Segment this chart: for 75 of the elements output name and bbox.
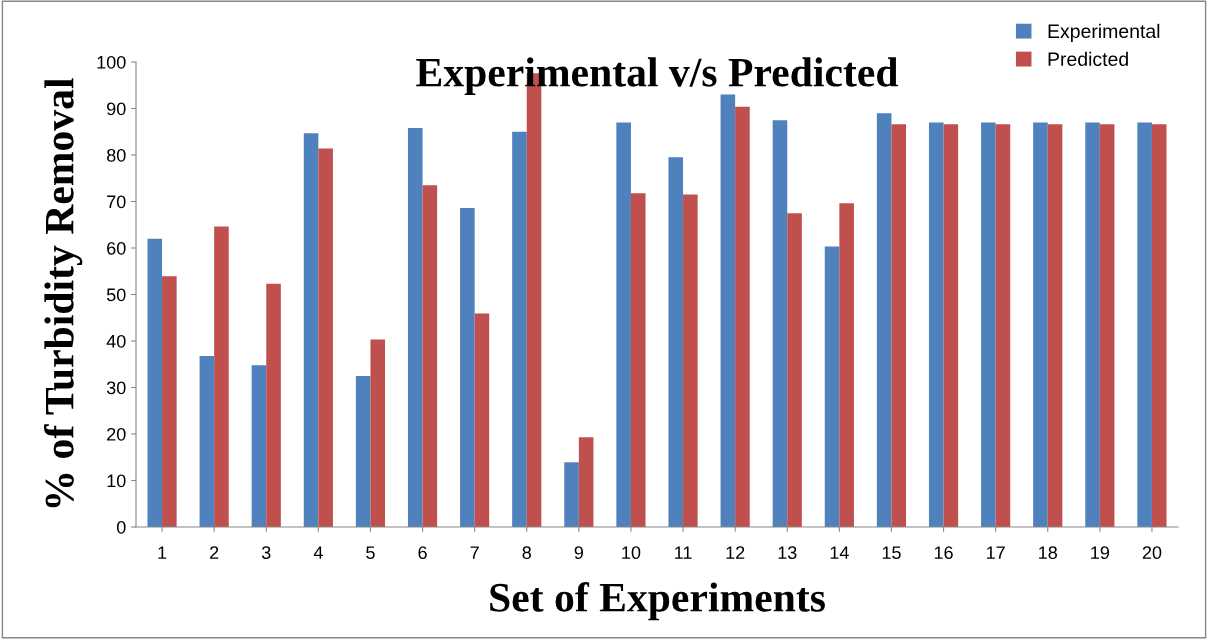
x-tick-label: 4 [313,546,323,559]
bar [616,122,631,527]
bar [720,94,736,527]
y-tick-label: 20 [107,427,126,441]
bar [422,185,438,527]
y-tick-label: 80 [106,148,126,162]
bar [683,194,698,527]
x-tick-label: 8 [522,546,531,560]
legend-label: Experimental [1048,23,1160,42]
x-tick-label: 5 [366,546,375,560]
bar [199,355,215,527]
x-tick-label: 11 [675,546,692,559]
bar [824,246,840,527]
bar [1047,124,1063,527]
bar [787,213,802,527]
y-tick-label: 10 [107,474,126,488]
bar [512,131,527,527]
bar [630,193,646,527]
x-tick-label: 6 [418,546,427,560]
bar [772,120,788,527]
bar [407,128,423,527]
y-axis-title: % of Turbidity Removal [43,78,83,508]
bar [943,124,959,527]
x-tick-label: 7 [470,546,479,559]
x-tick-label: 1 [158,546,167,559]
bar [460,208,475,527]
x-tick-label: 10 [622,546,641,560]
bar [735,106,750,527]
x-tick-label: 18 [1039,546,1058,560]
y-tick-label: 60 [107,241,126,255]
y-tick-label: 70 [107,195,126,209]
x-tick-label: 2 [210,546,219,559]
x-tick-label: 14 [830,546,849,559]
bar [370,339,386,527]
chart-title: Experimental v/s Predicted [416,57,899,96]
y-tick-label: 50 [106,288,126,302]
bar [162,276,177,527]
bar [839,203,854,527]
x-tick-label: 20 [1142,546,1162,560]
bar [474,313,490,527]
x-tick-label: 12 [726,546,745,559]
x-tick-label: 15 [882,546,901,560]
bar [995,124,1011,527]
y-tick-label: 40 [106,334,126,348]
bar [303,133,319,527]
y-tick-label: 90 [107,102,126,116]
bar [214,226,229,527]
bar [928,122,944,527]
bar [891,124,907,527]
legend-label: Predicted [1048,51,1128,67]
y-tick-label: 30 [106,381,126,395]
bar [266,283,281,527]
y-tick-label: 0 [116,520,126,534]
bar [1085,122,1100,527]
x-tick-label: 3 [261,546,271,560]
bar [147,238,163,527]
x-tick-label: 17 [986,546,1005,559]
bar [564,462,579,527]
x-axis-title: Set of Experiments [490,582,825,621]
bar [1099,124,1115,527]
y-tick-label: 100 [97,55,126,69]
x-tick-label: 19 [1091,546,1110,560]
bar [876,113,892,527]
bar [1137,122,1152,527]
x-tick-label: 9 [574,546,584,560]
x-tick-label: 16 [934,546,953,560]
bar [251,365,267,527]
bar [668,157,684,527]
bar [1033,122,1048,527]
bar [578,437,594,527]
bar [1151,124,1167,527]
bar [981,122,996,527]
bar [355,375,371,527]
bar [318,148,333,527]
x-tick-label: 13 [778,546,797,560]
